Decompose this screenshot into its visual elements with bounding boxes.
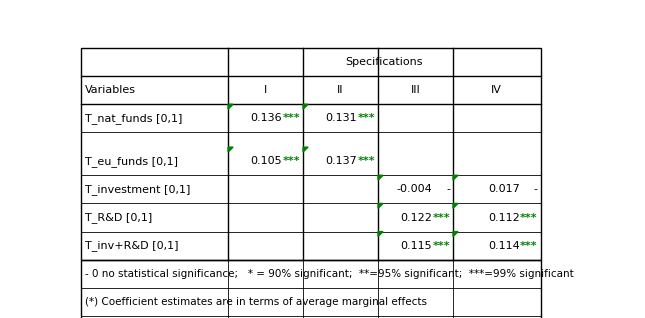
- Text: T_eu_funds [0,1]: T_eu_funds [0,1]: [84, 156, 177, 167]
- Text: II: II: [337, 85, 344, 95]
- Text: 0.115: 0.115: [401, 241, 432, 251]
- Text: ***: ***: [357, 113, 375, 123]
- Text: 0.122: 0.122: [400, 212, 432, 223]
- Text: - 0 no statistical significance;   * = 90% significant;  **=95% significant;  **: - 0 no statistical significance; * = 90%…: [84, 269, 573, 279]
- Polygon shape: [453, 175, 458, 180]
- Text: -: -: [446, 184, 450, 194]
- Text: T_inv+R&D [0,1]: T_inv+R&D [0,1]: [84, 240, 178, 251]
- Text: (*) Coefficient estimates are in terms of average marginal effects: (*) Coefficient estimates are in terms o…: [84, 297, 426, 307]
- Text: ***: ***: [432, 241, 450, 251]
- Text: 0.017: 0.017: [488, 184, 519, 194]
- Polygon shape: [378, 232, 383, 237]
- Text: -: -: [533, 184, 537, 194]
- Text: 0.136: 0.136: [250, 113, 282, 123]
- Text: ***: ***: [520, 241, 537, 251]
- Polygon shape: [228, 104, 233, 109]
- Bar: [81, 48, 541, 260]
- Text: ***: ***: [520, 212, 537, 223]
- Text: 0.137: 0.137: [325, 156, 357, 166]
- Text: 0.114: 0.114: [488, 241, 519, 251]
- Text: ***: ***: [432, 212, 450, 223]
- Text: T_nat_funds [0,1]: T_nat_funds [0,1]: [84, 113, 182, 124]
- Polygon shape: [303, 104, 308, 109]
- Text: III: III: [411, 85, 421, 95]
- Text: T_investment [0,1]: T_investment [0,1]: [84, 184, 190, 195]
- Text: -0.004: -0.004: [396, 184, 432, 194]
- Text: 0.131: 0.131: [326, 113, 357, 123]
- Text: ***: ***: [283, 156, 300, 166]
- Bar: [81, 260, 541, 318]
- Polygon shape: [378, 175, 383, 180]
- Text: T_R&D [0,1]: T_R&D [0,1]: [84, 212, 152, 223]
- Text: ***: ***: [283, 113, 300, 123]
- Polygon shape: [453, 204, 458, 208]
- Polygon shape: [378, 204, 383, 208]
- Text: IV: IV: [491, 85, 502, 95]
- Polygon shape: [228, 147, 233, 152]
- Text: 0.105: 0.105: [250, 156, 282, 166]
- Text: 0.112: 0.112: [488, 212, 519, 223]
- Polygon shape: [453, 232, 458, 237]
- Text: I: I: [264, 85, 267, 95]
- Text: ***: ***: [357, 156, 375, 166]
- Polygon shape: [303, 147, 308, 152]
- Text: Specifications: Specifications: [346, 57, 423, 67]
- Text: Variables: Variables: [84, 85, 135, 95]
